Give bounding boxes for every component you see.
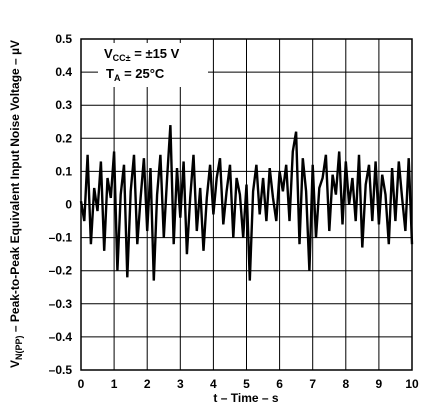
y-tick-label: –0.2: [49, 264, 73, 278]
x-tick-label: 5: [243, 377, 250, 391]
x-tick-label: 10: [405, 377, 419, 391]
x-tick-label: 3: [177, 377, 184, 391]
y-tick-label: 0.3: [55, 98, 72, 112]
vcc-annotation: VCC± = ±15 V: [104, 46, 180, 63]
series-layer: [79, 125, 414, 281]
x-tick-label: 4: [210, 377, 217, 391]
y-tick-label: –0.4: [49, 330, 73, 344]
annotation-background: [98, 43, 208, 87]
y-tick-labels: 0.5 0.4 0.3 0.2 0.1 0 –0.1 –0.2 –0.3 –0.4 –0.5: [49, 32, 73, 377]
noise-voltage-trace: [79, 125, 414, 281]
y-tick-label: 0.5: [55, 32, 72, 46]
ta-annotation: TA = 25°C: [106, 66, 165, 83]
x-tick-label: 8: [342, 377, 349, 391]
x-tick-label: 0: [78, 377, 85, 391]
x-tick-label: 2: [144, 377, 151, 391]
x-tick-label: 1: [111, 377, 118, 391]
y-tick-label: 0.1: [55, 164, 72, 178]
y-axis-label: VN(PP) – Peak-to-Peak Equivalent Input N…: [8, 40, 24, 368]
y-tick-label: –0.3: [49, 297, 73, 311]
x-tick-label: 9: [376, 377, 383, 391]
x-axis-label: t – Time – s: [213, 391, 278, 405]
y-tick-label: 0: [65, 198, 72, 212]
y-tick-label: –0.5: [49, 363, 73, 377]
y-tick-label: 0.2: [55, 131, 72, 145]
x-tick-label: 6: [276, 377, 283, 391]
x-tick-labels: 0 1 2 3 4 5 6 7 8 9 10: [78, 377, 419, 391]
x-tick-label: 7: [309, 377, 316, 391]
y-tick-label: –0.1: [49, 231, 73, 245]
y-tick-label: 0.4: [55, 65, 72, 79]
